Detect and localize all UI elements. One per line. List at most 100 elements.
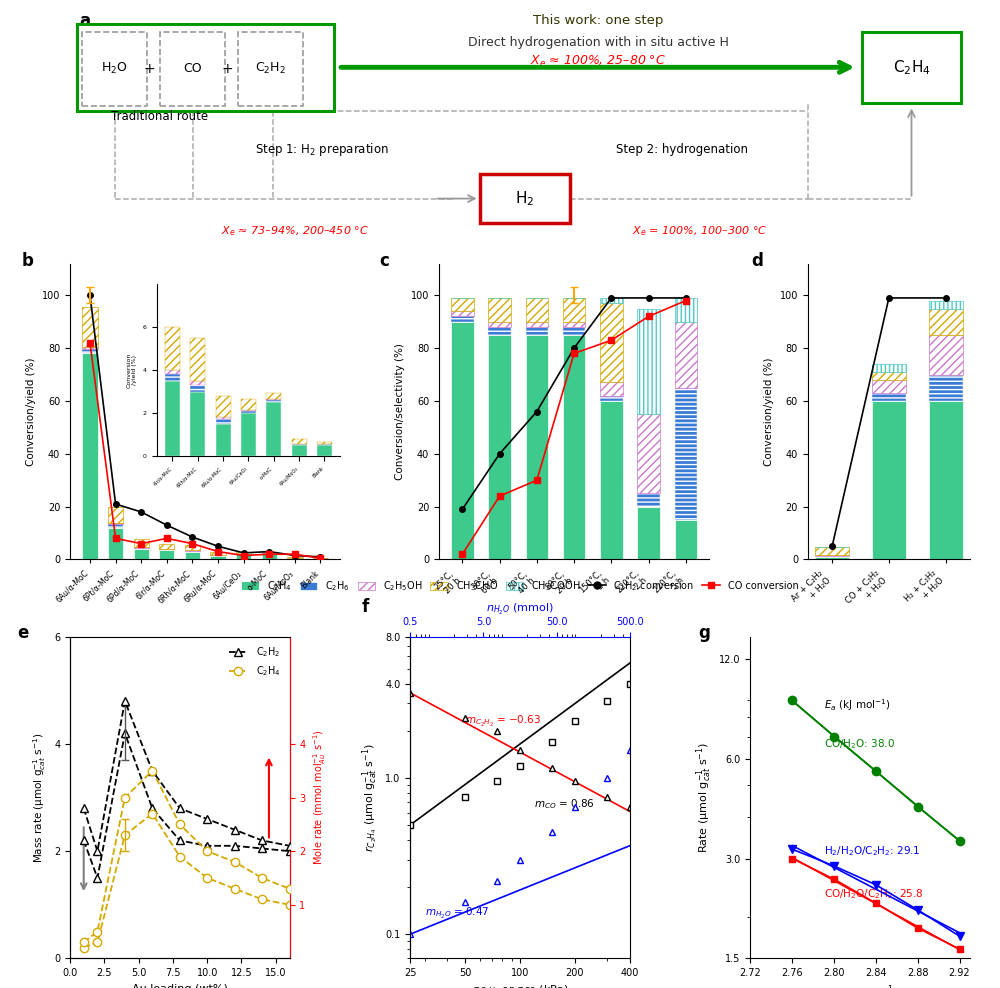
Bar bbox=[600, 396, 623, 401]
C$_2$H$_2$ bbox=[91, 872, 103, 884]
C$_2$H$_4$ bbox=[146, 808, 158, 820]
Y-axis label: Mass rate (μmol g$_{cat}^{-1}$ s$^{-1}$): Mass rate (μmol g$_{cat}^{-1}$ s$^{-1}$) bbox=[32, 732, 48, 863]
Legend: C$_2$H$_2$, C$_2$H$_4$: C$_2$H$_2$, C$_2$H$_4$ bbox=[225, 641, 285, 682]
C$_2$H$_4$ bbox=[78, 942, 90, 953]
Bar bbox=[675, 298, 697, 322]
Text: $E_a$ (kJ mol$^{-1}$): $E_a$ (kJ mol$^{-1}$) bbox=[824, 697, 890, 712]
Bar bbox=[134, 549, 149, 559]
Bar bbox=[82, 347, 98, 350]
Text: C$_2$H$_2$: C$_2$H$_2$ bbox=[255, 61, 286, 76]
C$_2$H$_2$ bbox=[174, 835, 186, 847]
Bar bbox=[159, 550, 174, 559]
C$_2$H$_4$ bbox=[174, 851, 186, 863]
Bar bbox=[872, 379, 906, 393]
Text: $X_e$ ≈ 73–94%, 200–450 °C: $X_e$ ≈ 73–94%, 200–450 °C bbox=[221, 224, 369, 238]
Bar bbox=[600, 303, 623, 382]
Bar bbox=[82, 307, 98, 347]
Text: H$_2$/H$_2$O/C$_2$H$_2$: 29.1: H$_2$/H$_2$O/C$_2$H$_2$: 29.1 bbox=[824, 844, 920, 858]
Text: b: b bbox=[21, 252, 33, 270]
Bar bbox=[82, 354, 98, 559]
Bar bbox=[287, 558, 303, 559]
Text: H$_2$O: H$_2$O bbox=[101, 61, 127, 76]
C$_2$H$_2$ bbox=[146, 802, 158, 814]
Bar bbox=[451, 316, 474, 322]
Bar bbox=[526, 335, 548, 559]
Bar bbox=[675, 520, 697, 559]
Bar bbox=[451, 311, 474, 316]
FancyBboxPatch shape bbox=[480, 174, 570, 223]
C$_2$H$_2$ bbox=[201, 840, 213, 852]
C$_2$H$_4$ bbox=[119, 829, 131, 841]
Text: f: f bbox=[362, 598, 369, 617]
Text: Step 1: H$_2$ preparation: Step 1: H$_2$ preparation bbox=[255, 141, 389, 158]
Text: CO: CO bbox=[183, 62, 202, 75]
Y-axis label: Conversion/yield (%): Conversion/yield (%) bbox=[26, 358, 36, 465]
Bar bbox=[563, 298, 585, 322]
C$_2$H$_2$ bbox=[78, 835, 90, 847]
Bar bbox=[563, 327, 585, 335]
Text: C$_2$H$_4$: C$_2$H$_4$ bbox=[893, 58, 930, 77]
Bar bbox=[451, 298, 474, 311]
Text: This work: one step: This work: one step bbox=[533, 14, 663, 28]
Text: $m_{CO}$ = 0.86: $m_{CO}$ = 0.86 bbox=[534, 797, 595, 811]
Y-axis label: Conversion/yield (%): Conversion/yield (%) bbox=[764, 358, 774, 465]
Bar bbox=[134, 538, 149, 546]
Bar bbox=[637, 507, 660, 559]
Bar bbox=[872, 364, 906, 371]
Bar bbox=[526, 322, 548, 327]
Bar bbox=[872, 371, 906, 379]
Bar bbox=[236, 554, 251, 559]
Y-axis label: Rate (μmol g$_{cat}^{-1}$ s$^{-1}$): Rate (μmol g$_{cat}^{-1}$ s$^{-1}$) bbox=[694, 742, 714, 854]
Bar bbox=[108, 524, 123, 528]
Bar bbox=[929, 401, 963, 559]
C$_2$H$_2$ bbox=[284, 846, 296, 858]
Bar bbox=[185, 545, 200, 550]
FancyBboxPatch shape bbox=[77, 24, 334, 111]
Bar bbox=[108, 528, 123, 559]
Bar bbox=[815, 557, 849, 559]
Bar bbox=[929, 335, 963, 374]
Y-axis label: Conversion/selectivity (%): Conversion/selectivity (%) bbox=[395, 343, 405, 480]
Text: H$_2$: H$_2$ bbox=[515, 190, 534, 207]
Bar bbox=[815, 555, 849, 557]
Bar bbox=[526, 298, 548, 322]
Bar bbox=[637, 414, 660, 493]
Text: d: d bbox=[751, 252, 763, 270]
Bar bbox=[563, 335, 585, 559]
Bar bbox=[488, 298, 511, 322]
FancyBboxPatch shape bbox=[160, 32, 225, 106]
Text: Step 2: hydrogenation: Step 2: hydrogenation bbox=[616, 143, 748, 156]
Bar bbox=[451, 322, 474, 559]
C$_2$H$_4$ bbox=[229, 882, 241, 894]
Bar bbox=[929, 300, 963, 308]
C$_2$H$_2$ bbox=[119, 727, 131, 739]
Bar bbox=[929, 308, 963, 335]
Bar bbox=[675, 322, 697, 387]
Text: CO/H$_2$O: 38.0: CO/H$_2$O: 38.0 bbox=[824, 737, 895, 751]
Bar bbox=[488, 322, 511, 327]
Text: g: g bbox=[698, 623, 710, 642]
Bar bbox=[262, 553, 277, 559]
C$_2$H$_2$ bbox=[256, 843, 268, 855]
FancyBboxPatch shape bbox=[238, 32, 303, 106]
Text: c: c bbox=[379, 252, 389, 270]
Bar bbox=[600, 382, 623, 396]
Bar bbox=[929, 374, 963, 401]
Bar bbox=[185, 551, 200, 559]
Bar bbox=[313, 558, 328, 559]
Bar bbox=[159, 543, 174, 549]
X-axis label: $n_{H_2O}$ (mmol): $n_{H_2O}$ (mmol) bbox=[486, 602, 554, 617]
Bar bbox=[563, 322, 585, 327]
Bar bbox=[872, 401, 906, 559]
Bar bbox=[675, 387, 697, 520]
Text: CO/H$_2$O/C$_2$H$_2$: 25.8: CO/H$_2$O/C$_2$H$_2$: 25.8 bbox=[824, 887, 923, 901]
Bar bbox=[815, 547, 849, 555]
FancyBboxPatch shape bbox=[862, 32, 961, 103]
C$_2$H$_2$ bbox=[229, 840, 241, 852]
X-axis label: $p_{C_2H_2}$ or $p_{CO}$ (kPa): $p_{C_2H_2}$ or $p_{CO}$ (kPa) bbox=[472, 984, 568, 988]
Bar bbox=[210, 555, 226, 559]
Line: C$_2$H$_2$: C$_2$H$_2$ bbox=[80, 729, 294, 882]
Text: a: a bbox=[79, 12, 90, 31]
Text: +: + bbox=[222, 62, 233, 76]
C$_2$H$_4$ bbox=[284, 899, 296, 911]
